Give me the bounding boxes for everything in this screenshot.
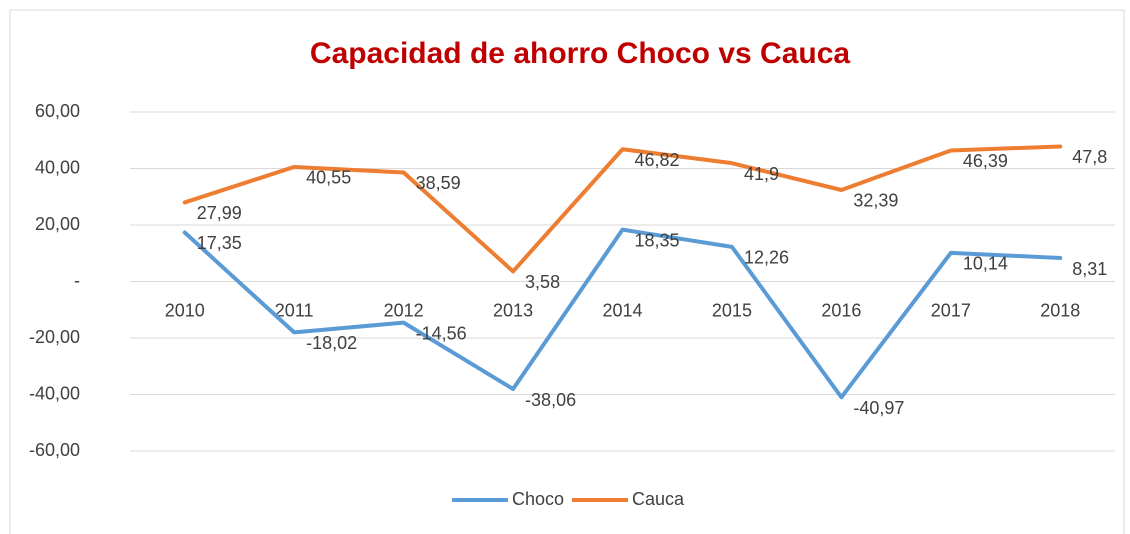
x-tick-label: 2012	[384, 300, 424, 320]
x-tick-label: 2017	[931, 300, 971, 320]
y-tick-label: 40,00	[35, 157, 80, 177]
data-label: 38,59	[416, 173, 461, 193]
data-label: 8,31	[1072, 259, 1107, 279]
data-label: 40,55	[306, 168, 351, 188]
chart-border	[9, 9, 1125, 534]
data-label: -38,06	[525, 390, 576, 410]
data-label: -18,02	[306, 333, 357, 353]
legend-label: Cauca	[632, 489, 685, 509]
y-tick-label: -40,00	[29, 383, 80, 403]
x-tick-label: 2018	[1040, 300, 1080, 320]
legend-label: Choco	[512, 489, 564, 509]
data-label: -40,97	[853, 398, 904, 418]
x-tick-label: 2014	[602, 300, 642, 320]
x-tick-label: 2010	[165, 300, 205, 320]
series-line	[182, 227, 1063, 400]
data-label: 46,82	[635, 150, 680, 170]
data-label: 17,35	[197, 233, 242, 253]
series-line	[182, 144, 1063, 274]
data-label: 18,35	[635, 230, 680, 250]
data-label: -14,56	[416, 323, 467, 343]
y-tick-label: 20,00	[35, 214, 80, 234]
y-tick-label: -60,00	[29, 440, 80, 460]
y-tick-label: -20,00	[29, 327, 80, 347]
y-tick-label: 60,00	[35, 101, 80, 121]
data-label: 47,8	[1072, 147, 1107, 167]
chart-title: Capacidad de ahorro Choco vs Cauca	[310, 37, 850, 70]
x-tick-label: 2016	[821, 300, 861, 320]
data-label: 46,39	[963, 151, 1008, 171]
x-tick-label: 2013	[493, 300, 533, 320]
data-label: 12,26	[744, 248, 789, 268]
data-label: 10,14	[963, 254, 1008, 274]
data-label: 41,9	[744, 164, 779, 184]
data-label: 27,99	[197, 203, 242, 223]
x-tick-label: 2015	[712, 300, 752, 320]
x-tick-label: 2011	[275, 300, 314, 320]
data-label: 3,58	[525, 272, 560, 292]
data-label: 32,39	[853, 191, 898, 211]
y-tick-label: -	[74, 270, 80, 290]
